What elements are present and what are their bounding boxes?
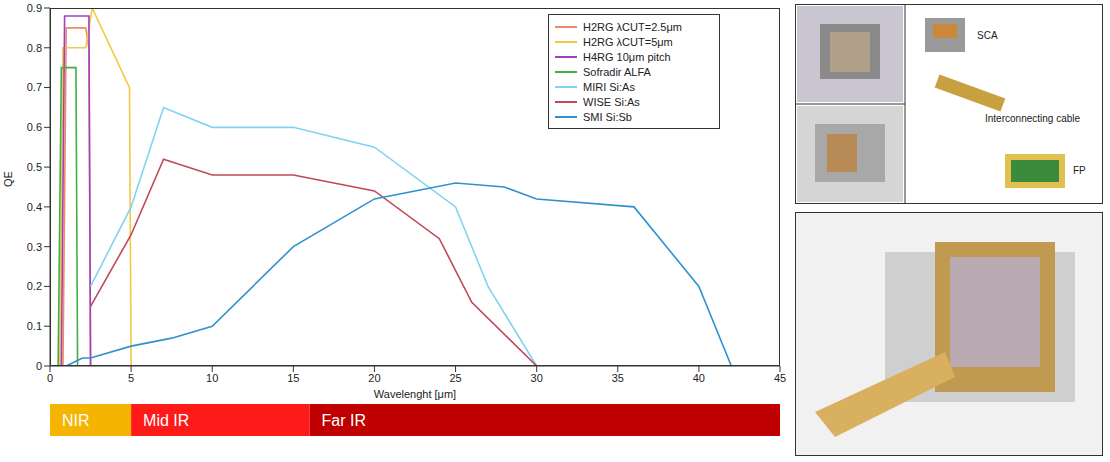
html-text:WISE Si:As: WISE Si:As: [583, 95, 640, 108]
svg-text:25: 25: [449, 372, 461, 384]
svg-text:45: 45: [774, 372, 786, 384]
svg-text:0.8: 0.8: [27, 42, 42, 54]
svg-text:0.1: 0.1: [27, 320, 42, 332]
svg-text:Wavelenght [μm]: Wavelenght [μm]: [374, 388, 456, 400]
svg-text:40: 40: [693, 372, 705, 384]
svg-text:30: 30: [531, 372, 543, 384]
html-text:H2RG λCUT=2.5μm: H2RG λCUT=2.5μm: [583, 20, 682, 33]
svg-text:35: 35: [612, 372, 624, 384]
svg-text:10: 10: [206, 372, 218, 384]
svg-text:0.2: 0.2: [27, 280, 42, 292]
svg-text:Far IR: Far IR: [322, 412, 366, 429]
svg-text:NIR: NIR: [62, 412, 90, 429]
svg-text:FP: FP: [1073, 165, 1086, 176]
svg-text:0.4: 0.4: [27, 201, 42, 213]
svg-text:0.5: 0.5: [27, 161, 42, 173]
svg-text:20: 20: [368, 372, 380, 384]
svg-text:SCA: SCA: [977, 30, 998, 41]
svg-text:0.9: 0.9: [27, 2, 42, 14]
svg-text:0.7: 0.7: [27, 81, 42, 93]
svg-text:5: 5: [128, 372, 134, 384]
svg-text:0: 0: [47, 372, 53, 384]
html-text:H2RG λCUT=5μm: H2RG λCUT=5μm: [583, 35, 673, 48]
svg-text:0.6: 0.6: [27, 121, 42, 133]
svg-text:0: 0: [36, 360, 42, 372]
svg-text:Mid IR: Mid IR: [143, 412, 189, 429]
html-text:H4RG 10μm pitch: H4RG 10μm pitch: [583, 50, 671, 63]
svg-text:QE: QE: [2, 171, 14, 187]
svg-text:15: 15: [287, 372, 299, 384]
html-text:SMI Si:Sb: SMI Si:Sb: [583, 110, 632, 123]
svg-text:Interconnecting cable: Interconnecting cable: [985, 113, 1081, 124]
html-text:Sofradir ALFA: Sofradir ALFA: [583, 65, 651, 78]
html-text:MIRI Si:As: MIRI Si:As: [583, 80, 635, 93]
svg-text:0.3: 0.3: [27, 241, 42, 253]
